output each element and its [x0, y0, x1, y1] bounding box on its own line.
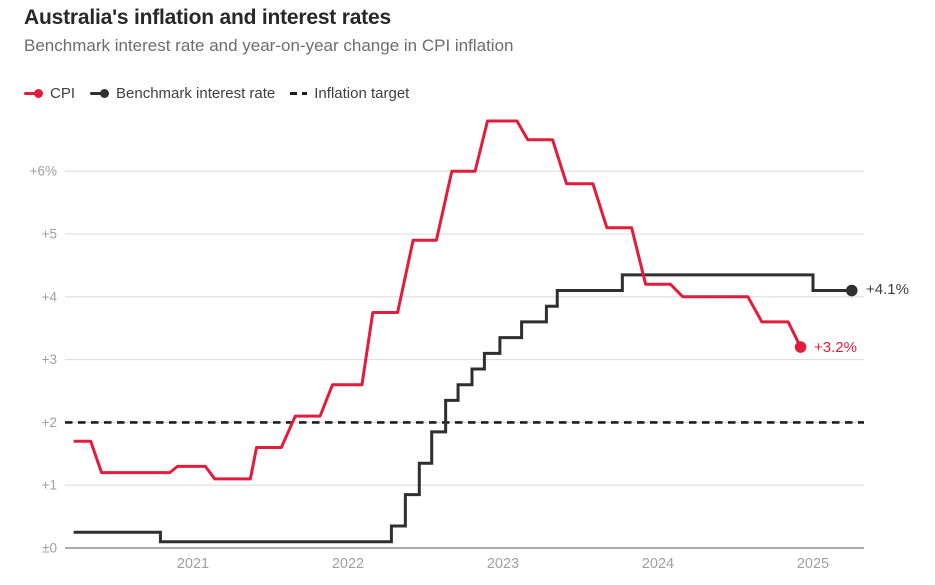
x-tick-label: 2021 [177, 556, 209, 572]
y-tick-label: +4 [42, 289, 58, 304]
legend-label-benchmark: Benchmark interest rate [116, 84, 276, 102]
y-tick-label: +6% [30, 164, 57, 179]
legend-item-benchmark: Benchmark interest rate [90, 85, 275, 102]
benchmark-line-dot-icon [90, 88, 110, 99]
legend: CPI Benchmark interest rate Inflation ta… [24, 84, 409, 102]
x-tick-label: 2022 [332, 556, 364, 572]
cpi-line [73, 119, 802, 481]
cpi-end-label: +3.2% [814, 339, 857, 356]
y-tick-label: +1 [42, 478, 57, 493]
chart-title: Australia's inflation and interest rates [24, 6, 391, 29]
chart-subtitle: Benchmark interest rate and year-on-year… [24, 36, 514, 55]
x-tick-label: 2024 [642, 556, 674, 572]
legend-label-inflation-target: Inflation target [314, 84, 410, 102]
legend-item-inflation-target: Inflation target [290, 85, 409, 102]
y-tick-label: ±0 [42, 541, 57, 556]
benchmark-line [73, 273, 852, 544]
x-tick-label: 2025 [797, 556, 829, 572]
legend-label-cpi: CPI [50, 84, 76, 102]
benchmark-end-dot [845, 284, 858, 297]
y-tick-label: +5 [42, 227, 57, 242]
x-tick-label: 2023 [487, 556, 519, 572]
inflation-target-dashes-icon [290, 91, 308, 95]
legend-item-cpi: CPI [24, 85, 75, 102]
benchmark-end-label: +4.1% [866, 281, 909, 298]
cpi-end-dot [794, 341, 807, 353]
y-tick-label: +2 [42, 415, 57, 430]
y-tick-label: +3 [42, 352, 57, 367]
cpi-line-dot-icon [24, 88, 43, 99]
